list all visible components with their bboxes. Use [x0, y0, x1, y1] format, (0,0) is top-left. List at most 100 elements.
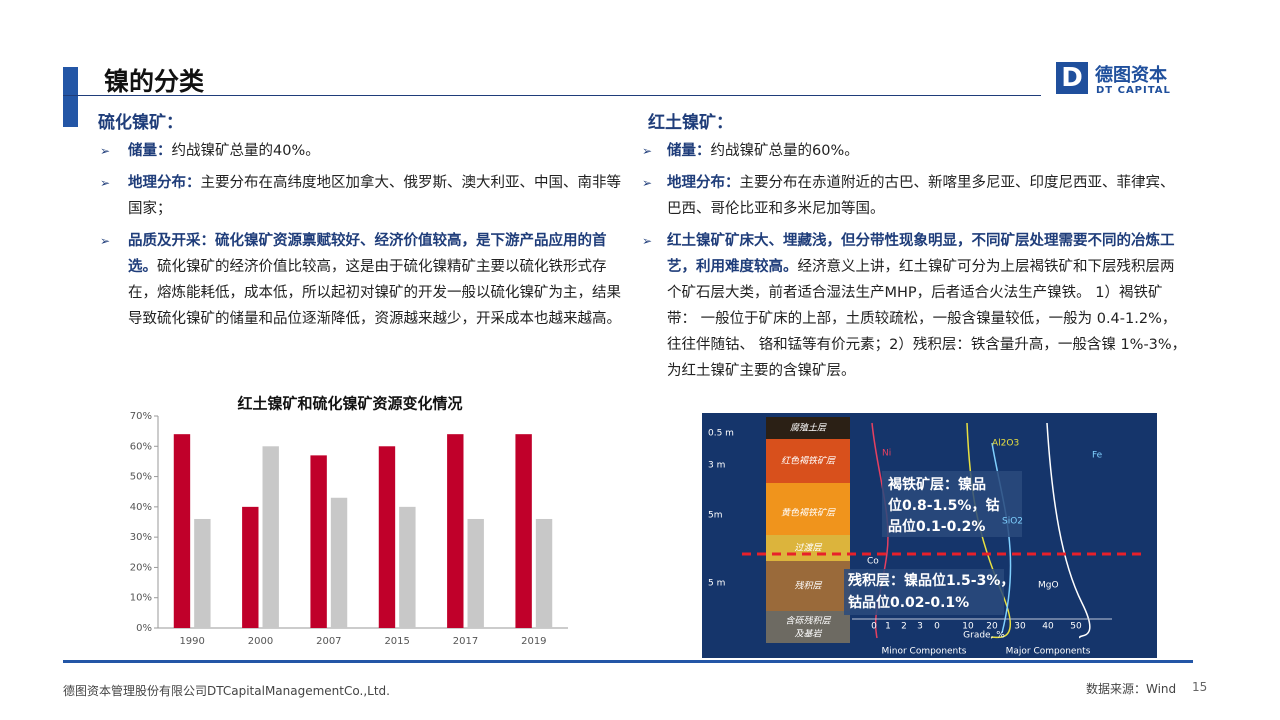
note-text: 位0.8-1.5%，钴 [888, 497, 999, 514]
bullet: 品质及开采：硫化镍矿资源禀赋较好、经济价值较高，是下游产品应用的首选。硫化镍矿的… [98, 228, 623, 332]
depth-label: 5m [708, 511, 723, 521]
grade-axis-title: Grade, % [963, 631, 1005, 641]
x-tick-label: 1990 [179, 636, 204, 647]
layer [766, 417, 850, 439]
grade-tick-label: 50 [1070, 622, 1082, 632]
grade-tick-label: 10 [962, 622, 974, 632]
bullet-text: 主要分布在高纬度地区加拿大、俄罗斯、澳大利亚、中国、南非等国家； [128, 175, 621, 217]
bullet-list: 储量：约战镍矿总量的60%。 地理分布：主要分布在赤道附近的古巴、新喀里多尼亚、… [640, 138, 1188, 384]
section-heading: 红土镍矿： [648, 113, 733, 133]
layer-label: 及基岩 [794, 629, 822, 640]
element-label: Co [867, 557, 879, 567]
grade-tick-label: 1 [885, 622, 891, 632]
x-tick-label: 2015 [384, 636, 409, 647]
grade-tick-label: 40 [1042, 622, 1054, 632]
bullet-lead: 地理分布： [667, 175, 740, 191]
y-tick-label: 70% [130, 411, 152, 422]
bullet: 储量：约战镍矿总量的60%。 [640, 138, 1188, 164]
bar [310, 455, 327, 628]
grade-tick-label: 30 [1014, 622, 1026, 632]
bullet-lead: 储量： [128, 143, 172, 159]
bar [194, 518, 211, 628]
depth-label: 0.5 m [708, 429, 734, 439]
chart-title: 红土镍矿和硫化镍矿资源变化情况 [237, 395, 462, 413]
bullet-lead: 地理分布： [128, 175, 201, 191]
bullet-lead: 红土镍矿矿床大、埋藏浅，但分带性现象明显，不同矿层处理需要不同的冶炼工艺，利用难… [667, 233, 1175, 275]
note-text: 残积层：镍品位1.5-3%， [848, 572, 1014, 589]
note-text: 钴品位0.02-0.1% [848, 594, 969, 611]
bullet-text: 约战镍矿总量的40%。 [171, 143, 320, 159]
bullet-text: 硫化镍矿的经济价值比较高，这是由于硫化镍精矿主要以硫化铁形式存在，熔炼能耗低，成… [128, 259, 621, 327]
x-tick-label: 2017 [453, 636, 478, 647]
bar [173, 434, 191, 628]
y-tick-label: 40% [130, 502, 152, 513]
axis-group-label: Major Components [1006, 647, 1091, 657]
bullet-text: 主要分布在赤道附近的古巴、新喀里多尼亚、印度尼西亚、菲律宾、巴西、哥伦比亚和多米… [667, 175, 1175, 217]
bullet-lead: 储量： [667, 143, 711, 159]
bar [447, 434, 464, 628]
bar [399, 506, 416, 628]
axis-group-label: Minor Components [882, 647, 967, 657]
bar-chart: 红土镍矿和硫化镍矿资源变化情况 0% 10% 20% 30% 40% 50% 60% 70% 1… [130, 395, 568, 647]
layer [766, 611, 850, 643]
bullet: 储量：约战镍矿总量的40%。 [98, 138, 623, 164]
layer [766, 561, 850, 611]
curve [1046, 422, 1091, 639]
depth-label: 5 m [708, 579, 725, 589]
bar [378, 446, 396, 628]
grade-tick-label: 3 [917, 622, 923, 632]
element-label: Al2O3 [992, 439, 1019, 449]
element-label: SiO2 [1002, 517, 1023, 527]
grade-tick-label: 2 [901, 622, 907, 632]
bullet-lead: 品质及开采：硫化镍矿资源禀赋较好、经济价值较高，是下游产品应用的首选。 [128, 233, 607, 275]
layer [766, 483, 850, 535]
element-label: Fe [1092, 451, 1103, 461]
grade-tick-label: 0 [934, 622, 940, 632]
bullet: 地理分布：主要分布在赤道附近的古巴、新喀里多尼亚、印度尼西亚、菲律宾、巴西、哥伦… [640, 170, 1188, 222]
page-number: 15 [1192, 680, 1208, 694]
bullet-text: 约战镍矿总量的60%。 [710, 143, 859, 159]
bullet: 地理分布：主要分布在高纬度地区加拿大、俄罗斯、澳大利亚、中国、南非等国家； [98, 170, 623, 222]
title-rule [63, 95, 1041, 96]
y-tick-label: 30% [130, 532, 152, 543]
element-label: Ni [882, 449, 891, 459]
section-heading: 硫化镍矿： [98, 113, 183, 133]
footer-rule [63, 660, 1193, 663]
bullet-text: 经济意义上讲，红土镍矿可分为上层褐铁矿和下层残积层两个矿石层大类，前者适合湿法生… [667, 259, 1187, 379]
layer-label: 黄色褐铁矿层 [781, 508, 836, 519]
bar [242, 506, 259, 628]
layer [766, 535, 850, 561]
depth-label: 3 m [708, 461, 725, 471]
grade-tick-label: 20 [986, 622, 998, 632]
bar [535, 518, 553, 628]
note-box [882, 471, 1022, 537]
bar [330, 497, 348, 628]
x-tick-label: 2019 [521, 636, 546, 647]
bar [467, 518, 484, 628]
logo-mark: D [1056, 62, 1088, 94]
layer-label: 腐殖土层 [790, 423, 827, 434]
bullet-list: 储量：约战镍矿总量的40%。 地理分布：主要分布在高纬度地区加拿大、俄罗斯、澳大… [98, 138, 623, 332]
note-box [844, 569, 1004, 615]
x-tick-label: 2007 [316, 636, 341, 647]
accent-bar [63, 67, 78, 127]
y-tick-label: 50% [130, 472, 152, 483]
footer-source: 数据来源：Wind [1086, 682, 1177, 696]
logo-sub: DT CAPITAL [1096, 85, 1171, 96]
bar [515, 434, 532, 628]
layer-label: 残积层 [794, 581, 822, 592]
layer-label: 红色褐铁矿层 [781, 456, 836, 467]
layer-label: 过渡层 [794, 543, 822, 554]
y-tick-label: 10% [130, 593, 152, 604]
grade-tick-label: 0 [871, 622, 877, 632]
y-tick-label: 20% [130, 562, 152, 573]
note-text: 品位0.1-0.2% [888, 518, 985, 535]
note-text: 褐铁矿层：镍品 [887, 476, 986, 493]
bullet: 红土镍矿矿床大、埋藏浅，但分带性现象明显，不同矿层处理需要不同的冶炼工艺，利用难… [640, 228, 1188, 384]
left-column: 硫化镍矿： 储量：约战镍矿总量的40%。 地理分布：主要分布在高纬度地区加拿大、… [98, 110, 623, 338]
y-tick-label: 60% [130, 441, 152, 452]
logo-name: 德图资本 [1095, 65, 1167, 86]
element-label: MgO [1038, 581, 1059, 591]
layer-label: 含砾残积层 [785, 616, 831, 627]
